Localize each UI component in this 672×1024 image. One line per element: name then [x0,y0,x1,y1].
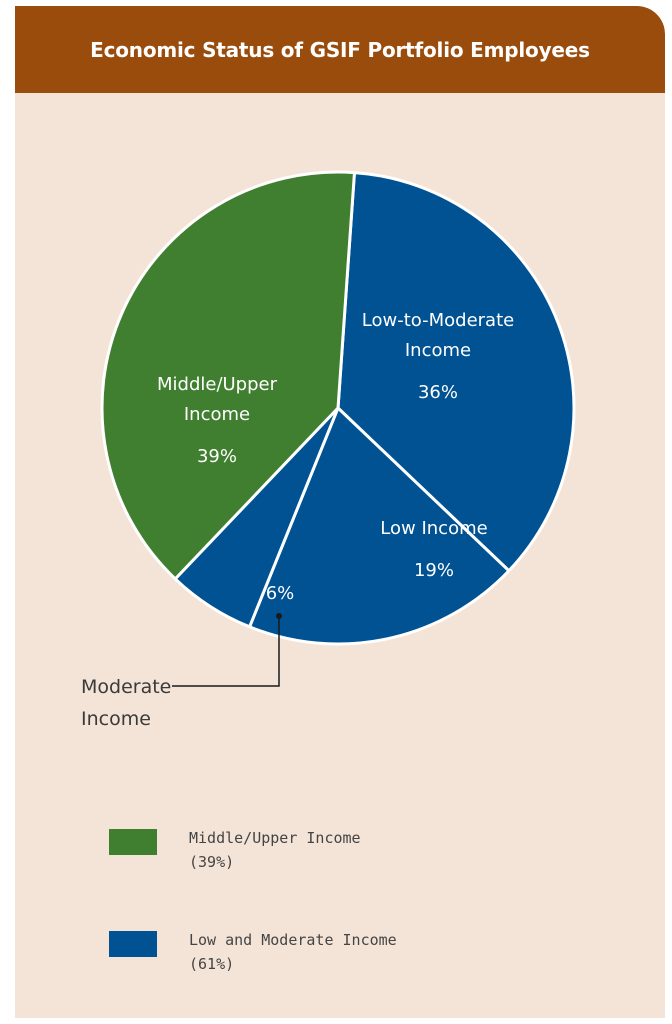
pie-slice-middle-upper-income [100,170,356,581]
legend-label: Low and Moderate Income (61%) [189,928,397,976]
chart-header: Economic Status of GSIF Portfolio Employ… [15,6,665,93]
legend-swatch-green [109,829,157,855]
chart-title: Economic Status of GSIF Portfolio Employ… [90,37,590,62]
slice-label-middle-upper-income: Middle/Upper Income 39% [157,374,278,467]
legend-label-line1: Low and Moderate Income [189,931,397,949]
chart-card: Economic Status of GSIF Portfolio Employ… [15,6,665,1018]
slice-label-low-income: Low Income 19% [380,518,487,581]
legend-label-line1: Middle/Upper Income [189,829,361,847]
callout-label-moderate-income: Moderate Income [81,676,171,730]
slice-label-moderate-income: 6% [266,583,295,604]
pie-slice-low-to-moderate-income [336,171,576,573]
slice-label-low-to-moderate-income: Low-to-Moderate Income 36% [362,310,514,403]
legend-label-line2: (39%) [189,853,235,871]
callout-leader-line [172,616,280,687]
legend-swatch-blue [109,931,157,957]
legend-label: Middle/Upper Income (39%) [189,826,361,874]
pie-chart: Low-to-Moderate Income 36% Low Income 19% 6% M… [81,170,576,730]
legend-label-line2: (61%) [189,955,235,973]
